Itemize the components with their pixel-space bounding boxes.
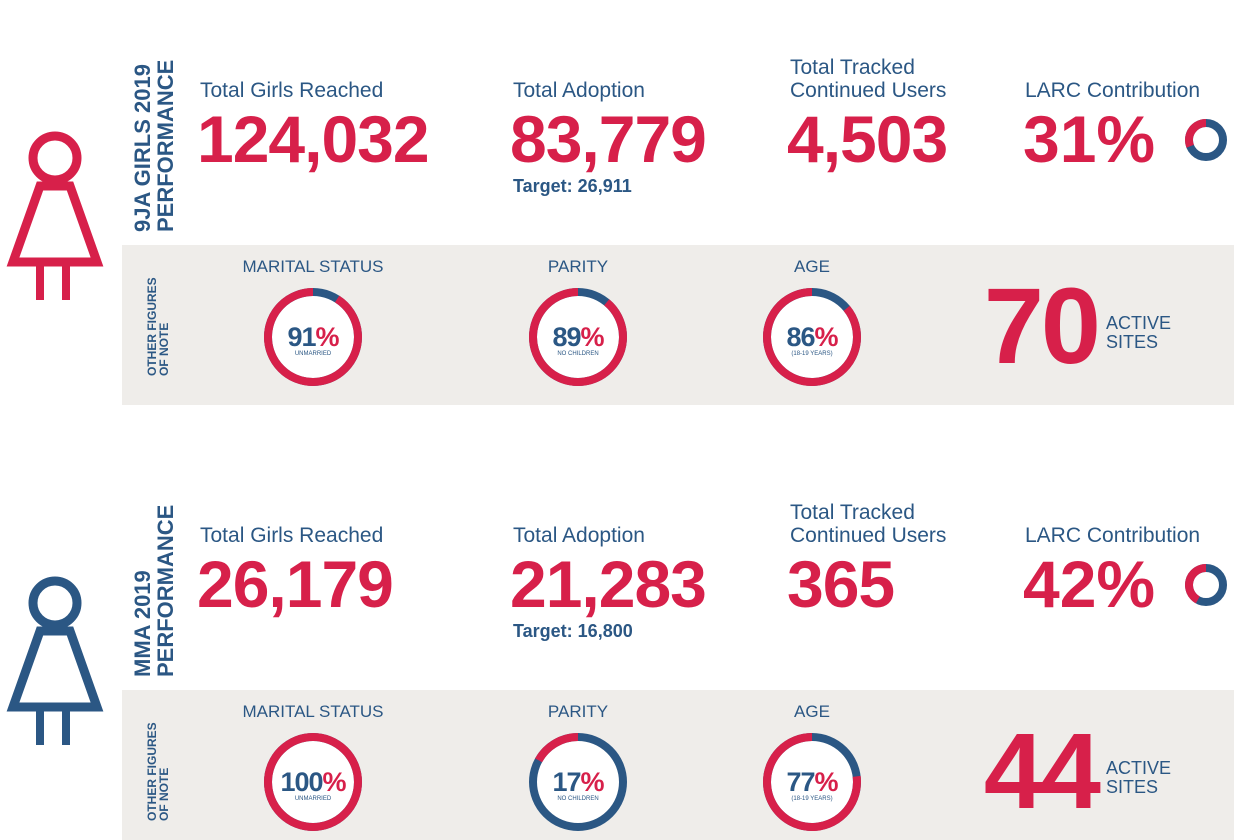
woman-icon (6, 576, 104, 745)
figure-number: 89 (552, 322, 581, 352)
ring-inner (537, 741, 619, 823)
figure-number: 100 (280, 767, 322, 797)
figure-caption: (18-19 YEARS) (791, 351, 832, 357)
figure-caption: (18-19 YEARS) (791, 796, 832, 802)
section-title: MMA 2019 (130, 570, 155, 677)
figure-heading: PARITY (548, 702, 608, 721)
ring-inner (272, 741, 354, 823)
figure-number: 77 (786, 767, 814, 797)
section-title: 9JA GIRLS 2019 (130, 64, 155, 232)
sites-label: SITES (1106, 777, 1158, 797)
ring-arc (264, 288, 362, 386)
ring-arc (763, 288, 861, 386)
figure-value: 100% (280, 767, 346, 797)
woman-icon (6, 131, 104, 300)
larc-label: LARC Contribution (1025, 524, 1200, 547)
sites-label: ACTIVE (1106, 313, 1171, 333)
stat-label: Continued Users (790, 79, 946, 102)
stat-label: Total Adoption (513, 524, 645, 547)
figure-unit: % (581, 767, 605, 797)
section-title: PERFORMANCE (153, 60, 178, 232)
figure-unit: % (815, 322, 839, 352)
ring-arc (535, 733, 579, 763)
figure-caption: NO CHILDREN (557, 351, 598, 357)
figure-value: 91% (287, 322, 339, 352)
figures-label: OTHER FIGURES (145, 277, 159, 376)
figure-value: 17% (552, 767, 604, 797)
sites-label: SITES (1106, 332, 1158, 352)
ring-arc (1185, 564, 1207, 604)
ring-arc (1185, 119, 1207, 148)
figure-heading: MARITAL STATUS (242, 257, 383, 276)
figure-unit: % (581, 322, 605, 352)
figure-heading: AGE (794, 257, 830, 276)
stat-label: Total Tracked (790, 56, 915, 79)
larc-label: LARC Contribution (1025, 79, 1200, 102)
stat-label: Total Tracked (790, 501, 915, 524)
figure-number: 91 (287, 322, 316, 352)
figures-label: OTHER FIGURES (145, 722, 159, 821)
sites-value: 44 (984, 710, 1101, 831)
larc-unit: % (1096, 547, 1155, 621)
figure-number: 86 (786, 322, 815, 352)
ring-inner (771, 741, 853, 823)
ring-inner (771, 296, 853, 378)
figure-unit: % (815, 767, 839, 797)
figures-label: OF NOTE (157, 768, 171, 821)
stat-value: 124,032 (197, 102, 429, 176)
stat-value: 4,503 (787, 102, 947, 176)
stat-label: Total Girls Reached (200, 524, 383, 547)
figure-heading: MARITAL STATUS (242, 702, 383, 721)
stat-label: Continued Users (790, 524, 946, 547)
figure-value: 77% (786, 767, 838, 797)
sites-label: ACTIVE (1106, 758, 1171, 778)
figure-value: 89% (552, 322, 604, 352)
stat-value: 26,179 (197, 547, 393, 621)
larc-value: 42% (1023, 547, 1155, 621)
ring-arc (264, 733, 362, 831)
stat-target: Target: 26,911 (513, 176, 632, 196)
sites-value: 70 (984, 265, 1098, 386)
stat-value: 21,283 (510, 547, 706, 621)
stat-label: Total Adoption (513, 79, 645, 102)
larc-unit: % (1096, 102, 1155, 176)
larc-number: 31 (1023, 102, 1096, 176)
figure-caption: UNMARRIED (295, 351, 332, 357)
figure-heading: AGE (794, 702, 830, 721)
stat-value: 365 (787, 547, 894, 621)
figures-label: OF NOTE (157, 323, 171, 376)
ring-arc (763, 733, 861, 831)
stat-label: Total Girls Reached (200, 79, 383, 102)
larc-value: 31% (1023, 102, 1155, 176)
figure-caption: NO CHILDREN (557, 796, 598, 802)
ring-arc (529, 288, 627, 386)
ring-inner (537, 296, 619, 378)
stat-value: 83,779 (510, 102, 706, 176)
figure-number: 17 (552, 767, 580, 797)
section-title: PERFORMANCE (153, 505, 178, 677)
figure-unit: % (323, 767, 347, 797)
figure-unit: % (316, 322, 340, 352)
ring-inner (272, 296, 354, 378)
larc-number: 42 (1023, 547, 1096, 621)
figure-heading: PARITY (548, 257, 608, 276)
stat-target: Target: 16,800 (513, 621, 633, 641)
figure-caption: UNMARRIED (295, 796, 332, 802)
figure-value: 86% (786, 322, 838, 352)
